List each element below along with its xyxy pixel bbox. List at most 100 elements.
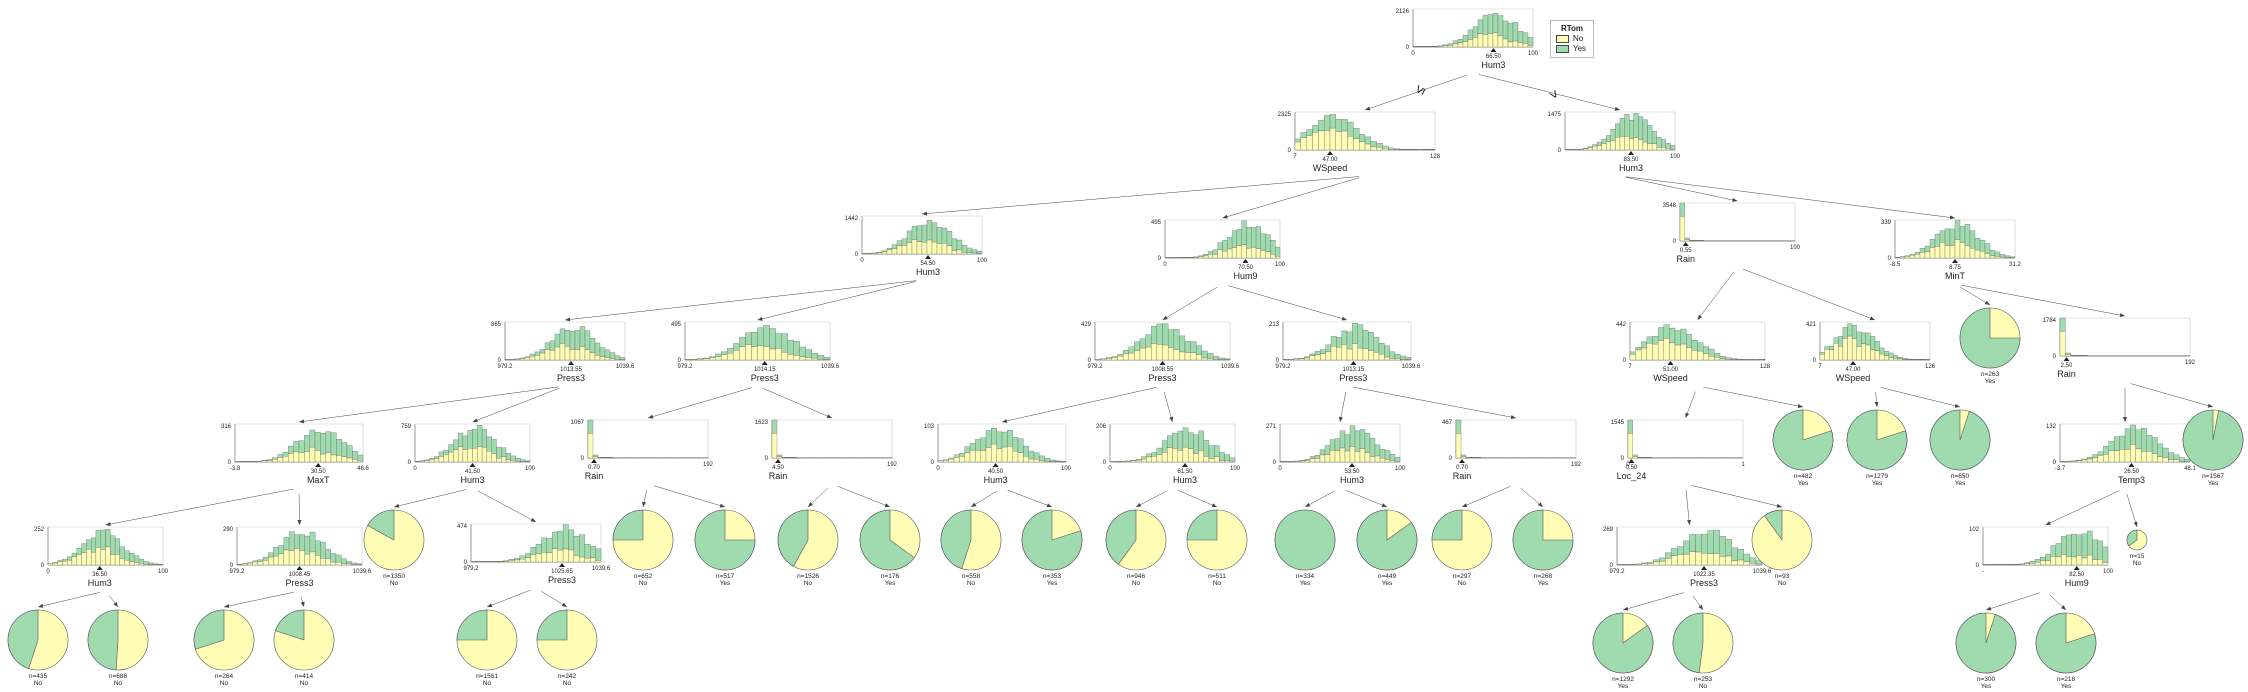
tree-edge-arrowhead [38, 603, 44, 608]
hist-bar-yes [298, 440, 305, 453]
hist-bar-no [67, 559, 73, 566]
split-marker [1327, 151, 1333, 155]
tree-edge-arrowhead [1949, 215, 1955, 220]
hist-bar-no [438, 456, 444, 463]
hist-bar-yes [252, 560, 258, 563]
hist-bar-no [1314, 458, 1321, 463]
hist-bar-yes [2092, 539, 2098, 560]
hist-bar-yes [138, 558, 144, 564]
tree-edge-arrowhead [472, 418, 478, 423]
hist-bar-no [1904, 256, 1911, 259]
split-value-label: 70.50 [1238, 265, 1254, 271]
hist-xmin-label: 0 [1278, 466, 1282, 472]
hist-bar-no [1725, 555, 1732, 566]
hist-bar-no [1833, 343, 1839, 361]
hist-bar-no [1954, 239, 1961, 259]
hist-bar-no [1574, 149, 1579, 151]
hist-bar-yes [1227, 237, 1233, 250]
tree-edge [1162, 286, 1218, 321]
hist-bar-no [1341, 130, 1348, 151]
hist-bar-no [1001, 446, 1008, 463]
hist-bar-no [690, 359, 698, 361]
hist-bar-yes [325, 431, 332, 453]
hist-xmax-label: 100 [1230, 466, 1241, 472]
hist-bar-yes [293, 441, 300, 453]
hist-bar-yes [771, 419, 778, 434]
hist-bar-yes [1389, 453, 1396, 461]
hist-bar-yes [467, 430, 473, 449]
leaf-sample-count: n=449 [1378, 573, 1397, 580]
tree-edge-arrowhead [1002, 418, 1008, 423]
hist-bar-yes [1300, 132, 1307, 138]
tree-edge-arrowhead [1698, 604, 1703, 610]
hist-bar-yes [457, 432, 464, 448]
hist-bar-no [595, 560, 602, 563]
hist-ymin-label: 0 [1623, 358, 1627, 364]
hist-bar-no [1207, 358, 1214, 361]
leaf-pie-yes [1955, 612, 2017, 674]
hist-xmax-label: 1039.6 [616, 364, 635, 370]
hist-xmin-label: -3.8 [230, 466, 241, 472]
hist-bar-no [946, 245, 953, 255]
hist-bar-no [519, 558, 526, 563]
hist-bar-no [524, 357, 531, 361]
hist-bar-yes [1619, 118, 1625, 137]
leaf-class-label: No [114, 680, 123, 687]
hist-bar-no [1359, 141, 1366, 151]
hist-bar-yes [501, 447, 507, 457]
hist-ymin-label: 0 [1621, 456, 1625, 462]
hist-bar-yes [1467, 29, 1474, 40]
hist-bar-no [1641, 347, 1648, 361]
hist-bar-no [1719, 358, 1726, 361]
hist-bar-yes [589, 338, 596, 353]
hist-xmin-label: 0 [1108, 466, 1112, 472]
leaf-pie-yes [2182, 409, 2244, 471]
hist-bar-no [1179, 351, 1186, 361]
hist-ymin-label: 0 [2053, 354, 2057, 360]
hist-xmax-label: 1039.6 [1402, 364, 1421, 370]
feature-name-label: Rain [1676, 254, 1695, 264]
tree-edge-arrowhead [1732, 198, 1738, 202]
split-value-label: 82.50 [2069, 572, 2085, 578]
hist-bar-no [492, 561, 499, 563]
hist-bar-yes [1638, 116, 1644, 140]
hist-bar-no [739, 346, 746, 361]
hist-bar-no [1684, 239, 1690, 242]
hist-bar-yes [325, 549, 331, 559]
feature-name-label: MinT [1945, 271, 1966, 281]
hist-bar-no [1615, 137, 1621, 151]
hist-bar-no [1964, 245, 1971, 259]
leaf-class-label: No [220, 680, 229, 687]
hist-bar-no [1364, 452, 1371, 463]
hist-bar-yes [1359, 429, 1366, 449]
split-value-label: 30.50 [311, 469, 327, 475]
hist-bar-no [587, 433, 594, 459]
hist-bar-no [1128, 352, 1135, 361]
hist-bar-no [1299, 460, 1306, 463]
leaf-sample-count: n=242 [558, 673, 577, 680]
hist-bar-no [288, 453, 294, 463]
tree-edge-arrowhead [2123, 417, 2127, 422]
hist-bar-no [2097, 455, 2104, 463]
hist-bar-no [298, 452, 305, 463]
hist-bar-no [590, 557, 596, 563]
tree-edge-arrowhead [1381, 503, 1387, 507]
hist-bar-yes [81, 543, 87, 553]
hist-bar-no [584, 349, 591, 361]
hist-bar-no [579, 556, 585, 563]
hist-bar-yes [1187, 432, 1194, 450]
hist-bar-no [1619, 136, 1625, 151]
hist-bar-no [1179, 257, 1185, 259]
hist-bar-no [886, 249, 893, 255]
hist-bar-no [549, 350, 556, 361]
hist-bar-yes [775, 333, 782, 349]
split-value-label: 1022.35 [1693, 572, 1715, 578]
legend-swatch-yes [1556, 44, 1569, 53]
hist-xmin-label: -3.7 [2055, 466, 2066, 472]
hist-bar-no [1842, 338, 1848, 361]
hist-bar-no [1354, 451, 1361, 463]
hist-bar-no [336, 455, 342, 463]
tree-edge [1163, 391, 1173, 423]
